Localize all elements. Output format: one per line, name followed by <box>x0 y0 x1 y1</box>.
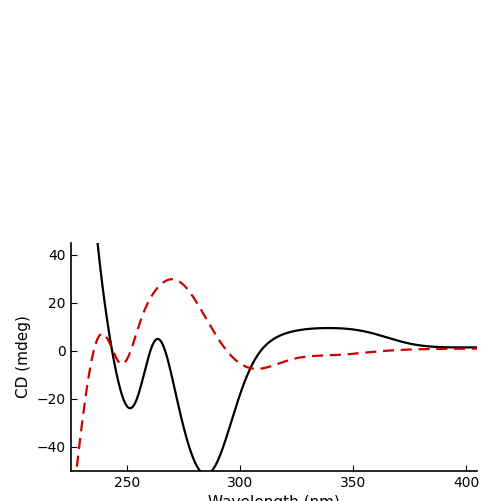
X-axis label: Wavelength (nm): Wavelength (nm) <box>208 495 340 501</box>
Y-axis label: CD (mdeg): CD (mdeg) <box>16 316 31 398</box>
